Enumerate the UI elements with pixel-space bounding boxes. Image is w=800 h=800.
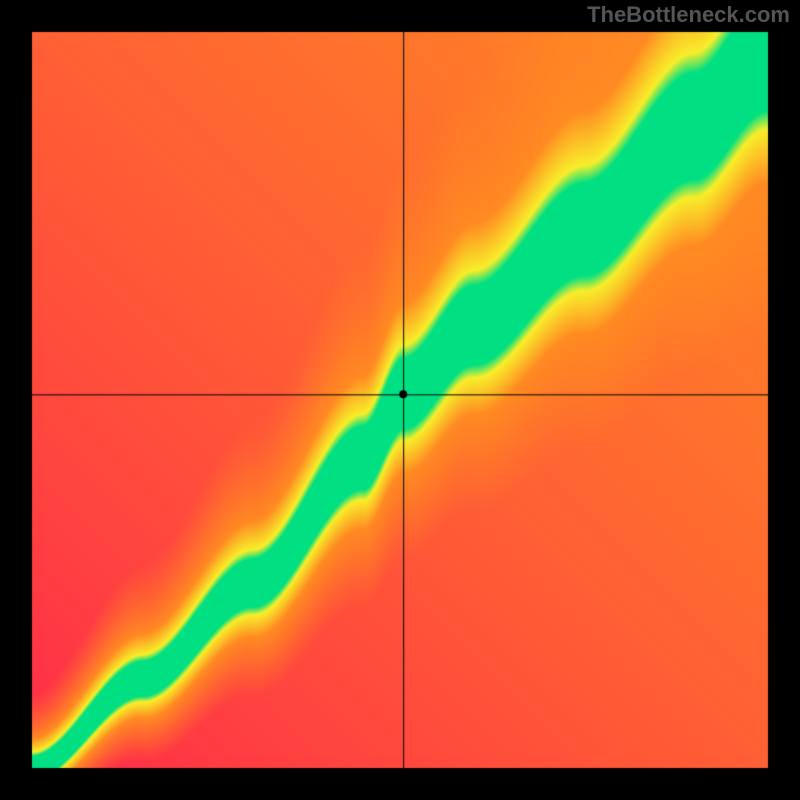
- bottleneck-heatmap: [0, 0, 800, 800]
- chart-container: TheBottleneck.com: [0, 0, 800, 800]
- watermark-text: TheBottleneck.com: [587, 2, 790, 28]
